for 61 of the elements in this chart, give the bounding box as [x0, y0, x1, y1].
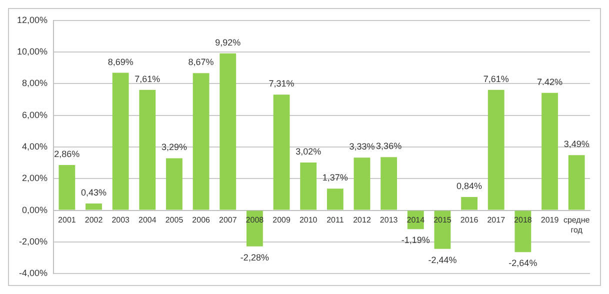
y-tick-label: -2,00% [18, 236, 48, 246]
data-label: 3,33% [349, 142, 375, 152]
data-label: 8,69% [108, 56, 134, 67]
x-tick-label: 2012 [353, 216, 372, 225]
bar [568, 155, 585, 210]
x-tick-label: 2016 [460, 216, 479, 225]
bar [326, 188, 344, 210]
bar [542, 92, 558, 210]
x-tick-label: 2001 [58, 216, 76, 225]
data-label: -1,19% [401, 235, 430, 246]
data-label: 3,49% [564, 139, 590, 150]
y-tick-label: 4,00% [22, 141, 48, 152]
x-tick-label: 2010 [299, 216, 318, 225]
data-label: 3,02% [296, 146, 322, 156]
data-label: 7,61% [483, 74, 509, 84]
x-tick-label: 2007 [218, 216, 238, 225]
data-label: 7,61% [134, 74, 160, 84]
data-label: 3,36% [376, 141, 402, 152]
data-label: -2,28% [240, 252, 269, 262]
y-tick-label: 10,00% [16, 46, 48, 57]
x-tick-label: 2009 [272, 216, 291, 225]
bar [192, 73, 210, 210]
y-tick-label: 8,00% [22, 78, 48, 88]
x-tick-label: 2005 [165, 216, 184, 225]
data-label: -2,64% [508, 258, 538, 268]
y-tick-label: 6,00% [22, 110, 48, 120]
bar [139, 90, 156, 210]
bar [220, 53, 236, 210]
bar [166, 158, 182, 210]
data-label: 1,37% [322, 172, 348, 183]
bar [488, 90, 504, 210]
data-label: 8,67% [188, 57, 214, 68]
bar [354, 158, 370, 210]
data-label: 2,86% [54, 149, 80, 160]
x-tick-label: 2019 [540, 216, 560, 225]
y-tick-label: 0,00% [22, 204, 48, 215]
data-label: 0,84% [456, 180, 482, 191]
data-label: 0,43% [80, 187, 107, 198]
x-tick-label: 2003 [112, 216, 130, 225]
bar [380, 157, 398, 210]
bar [273, 94, 290, 210]
x-tick-label: 2013 [380, 216, 398, 225]
data-label: -2,44% [428, 254, 457, 265]
x-tick-label: 2011 [326, 216, 344, 225]
x-tick-label: средне год [563, 216, 590, 235]
data-label: 7.42% [537, 76, 563, 87]
bar [461, 197, 478, 210]
x-tick-label: 2002 [84, 216, 104, 225]
x-tick-label: 2006 [192, 216, 211, 225]
x-tick-label: 2004 [138, 216, 157, 225]
data-label: 7,31% [268, 78, 294, 89]
bar [86, 203, 102, 210]
y-tick-label: -4,00% [18, 268, 48, 278]
bar [58, 165, 76, 210]
data-label: 9,92% [215, 37, 241, 48]
data-label: 3,29% [161, 142, 187, 152]
bar [112, 72, 129, 210]
bar [300, 162, 317, 210]
y-tick-label: 12,00% [16, 14, 48, 25]
y-tick-label: 2,00% [22, 173, 48, 184]
x-tick-label: 2017 [487, 216, 506, 225]
